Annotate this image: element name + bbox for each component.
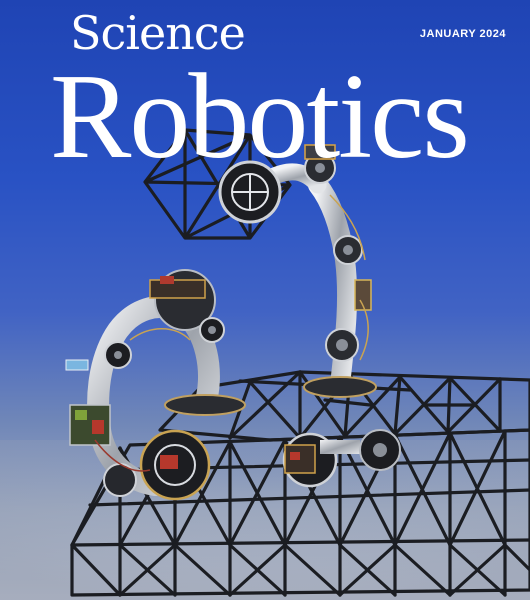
robot-arm-curled <box>65 269 246 501</box>
masthead-robotics: Robotics <box>50 49 470 184</box>
robot-module-lower <box>282 429 401 488</box>
robot-arm-tall <box>218 144 377 398</box>
lattice-platform-lower <box>70 428 530 597</box>
issue-date: JANUARY 2024 <box>419 28 506 40</box>
masthead-science: Science <box>70 6 246 60</box>
